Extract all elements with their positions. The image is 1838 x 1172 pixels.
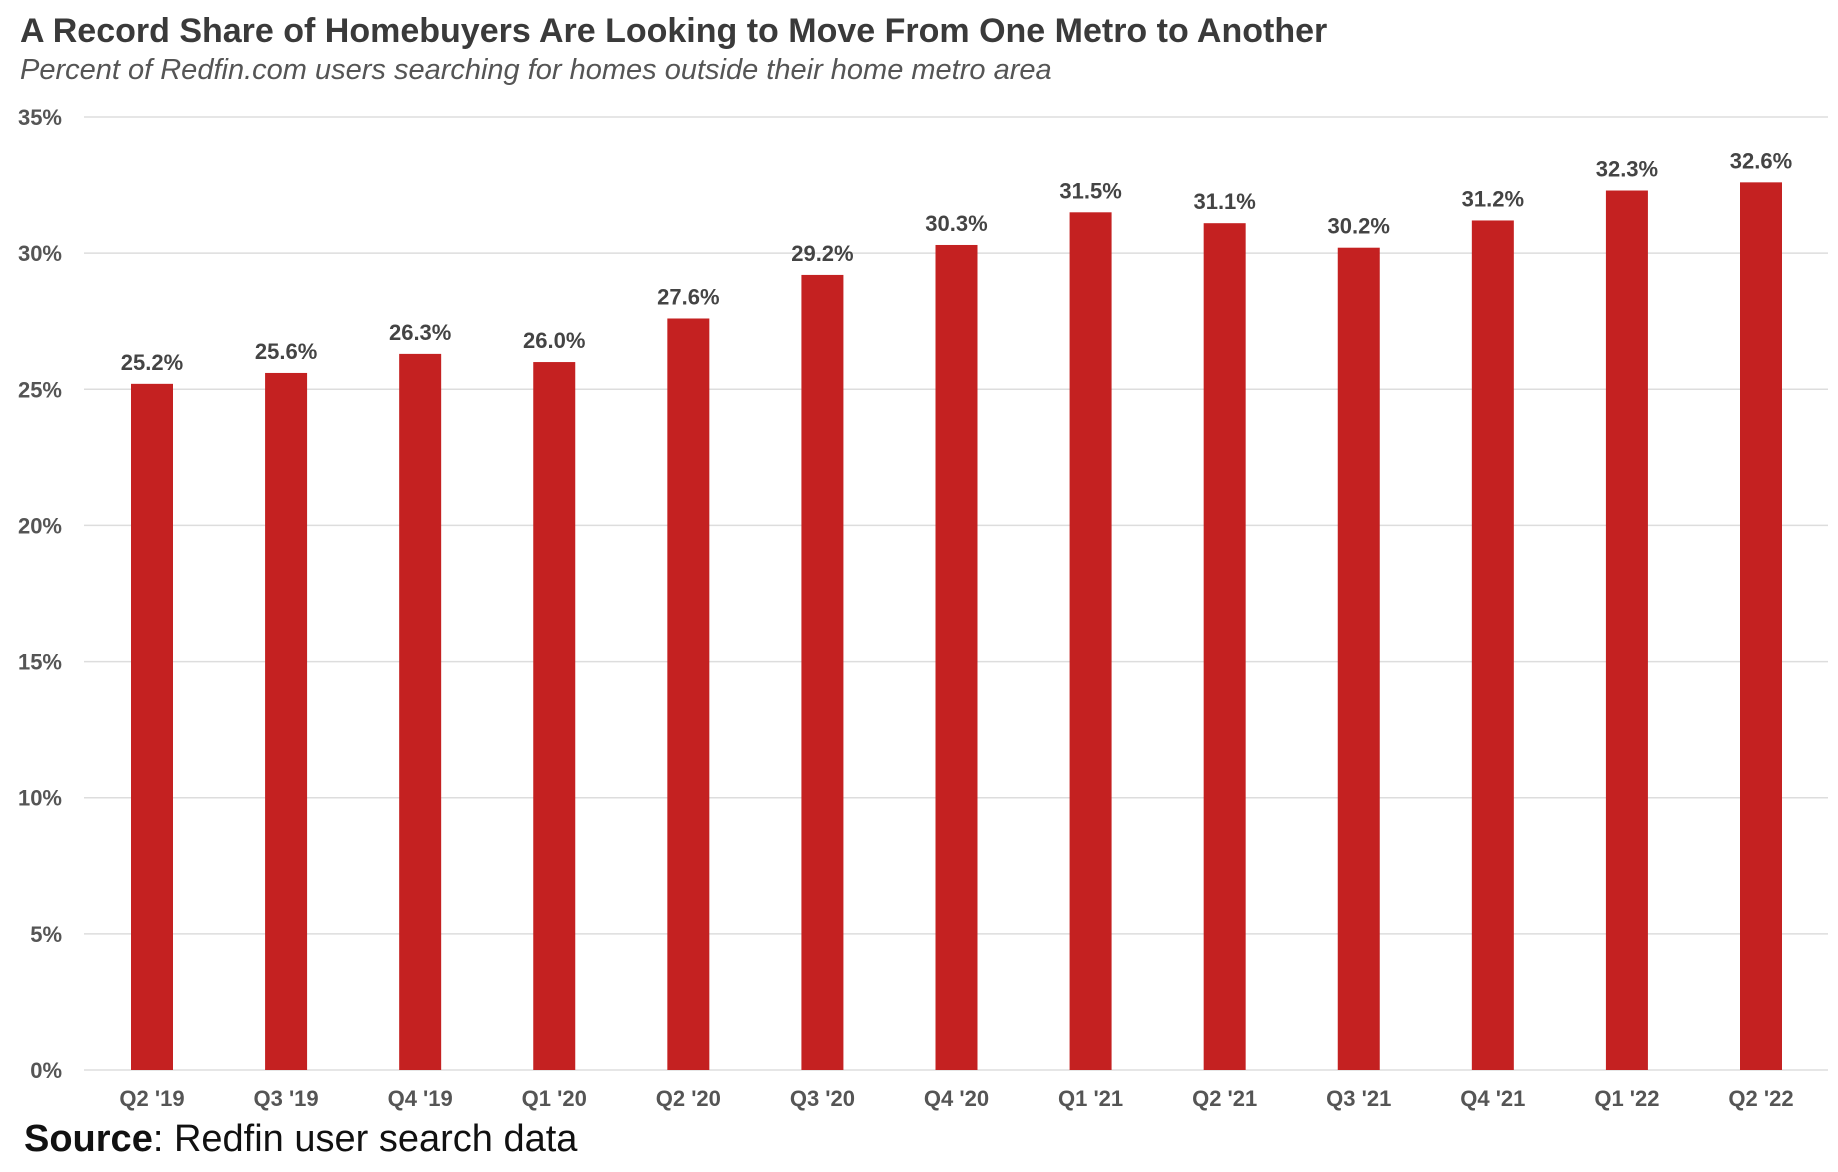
data-label: 26.3% [389, 320, 451, 345]
data-label: 31.1% [1193, 189, 1255, 214]
x-axis-tick-labels: Q2 '19 Q3 '19 Q4 '19 Q1 '20 Q2 '20 Q3 '20 Q4 '… [119, 1086, 1793, 1111]
data-label: 32.6% [1730, 148, 1792, 173]
x-tick-label: Q4 '21 [1460, 1086, 1525, 1111]
bar [1069, 212, 1112, 1071]
y-tick-label: 20% [18, 513, 62, 538]
source-note: Source: Redfin user search data [24, 1118, 577, 1161]
data-label: 30.2% [1328, 214, 1390, 239]
y-tick-label: 0% [30, 1058, 62, 1083]
x-tick-label: Q2 '22 [1728, 1086, 1793, 1111]
x-tick-label: Q3 '20 [790, 1086, 855, 1111]
x-tick-label: Q1 '21 [1058, 1086, 1123, 1111]
data-labels: 25.2% 25.6% 26.3% 26.0% 27.6% 29.2% 30.3% 31.5%… [121, 148, 1792, 374]
y-tick-label: 35% [18, 105, 62, 130]
x-tick-label: Q1 '22 [1594, 1086, 1659, 1111]
y-tick-label: 10% [18, 786, 62, 811]
y-tick-label: 30% [18, 241, 62, 266]
chart-subtitle: Percent of Redfin.com users searching fo… [20, 54, 1052, 86]
bar [533, 362, 576, 1070]
y-tick-label: 5% [30, 922, 62, 947]
bar [265, 372, 308, 1070]
data-label: 31.2% [1462, 186, 1524, 211]
x-tick-label: Q2 '21 [1192, 1086, 1257, 1111]
data-label: 29.2% [791, 241, 853, 266]
y-tick-label: 25% [18, 377, 62, 402]
bar [1740, 182, 1782, 1070]
x-tick-label: Q3 '21 [1326, 1086, 1391, 1111]
bar [131, 383, 173, 1071]
bar [1605, 190, 1648, 1070]
x-tick-label: Q2 '20 [656, 1086, 721, 1111]
source-text: : Redfin user search data [152, 1118, 578, 1160]
data-label: 25.2% [121, 350, 183, 375]
data-label: 27.6% [657, 284, 719, 309]
source-label: Source [24, 1118, 153, 1160]
data-label: 31.5% [1059, 178, 1121, 203]
data-label: 30.3% [925, 211, 987, 236]
bar [801, 274, 844, 1070]
data-label: 26.0% [523, 328, 585, 353]
x-tick-label: Q4 '20 [924, 1086, 989, 1111]
y-axis-tick-labels: 0% 5% 10% 15% 20% 25% 30% 35% [18, 105, 62, 1083]
bar [1471, 220, 1514, 1070]
bar [667, 318, 710, 1070]
data-label: 32.3% [1596, 157, 1658, 182]
data-label: 25.6% [255, 339, 317, 364]
bars [131, 182, 1782, 1071]
bar [1337, 247, 1380, 1070]
x-tick-label: Q1 '20 [522, 1086, 587, 1111]
bar [935, 244, 978, 1070]
x-tick-label: Q2 '19 [119, 1086, 184, 1111]
x-tick-label: Q3 '19 [253, 1086, 318, 1111]
chart-title: A Record Share of Homebuyers Are Looking… [20, 12, 1328, 50]
x-tick-label: Q4 '19 [388, 1086, 453, 1111]
y-tick-label: 15% [18, 650, 62, 675]
bar [399, 353, 442, 1071]
bar [1203, 223, 1246, 1071]
